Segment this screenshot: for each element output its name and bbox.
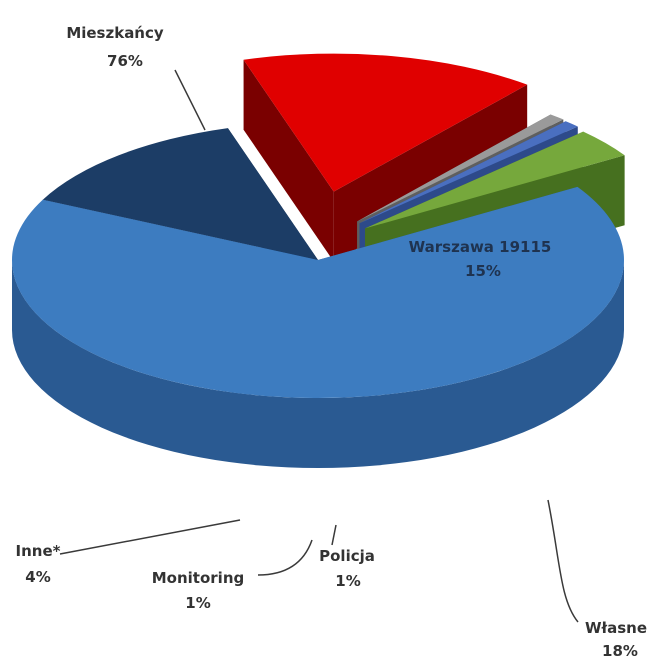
label-mieszkancy-value: 76% [107,52,143,70]
label-warszawa-value: 15% [465,262,501,280]
label-monitoring-name: Monitoring [152,569,244,587]
leader-line-inne [59,519,241,555]
label-policja-name: Policja [319,547,375,565]
label-inne-value: 4% [25,568,50,586]
label-mieszkancy-name: Mieszkańcy [66,24,164,42]
slice-wlasne-top [243,53,528,192]
label-policja-value: 1% [335,572,360,590]
leader-line-monitoring [257,539,313,576]
slice-monitoring-top [359,121,578,224]
slices-layer [12,53,625,468]
slice-warszawa-19115-top [42,128,319,260]
slice-inne-top [365,131,625,229]
slice-policja-top [357,114,564,222]
label-wlasne-value: 18% [602,642,638,659]
slice-mieszkancy-top [12,186,625,398]
label-monitoring-value: 1% [185,594,210,612]
slice-wlasne-wall-0 [243,59,334,262]
slice-mieszkancy [12,186,625,468]
slice-mieszkancy-rim-0 [12,260,624,468]
leader-line-mieszkancy [174,69,206,131]
label-wlasne-name: Własne [585,619,647,637]
leader-line-policja [331,524,337,546]
label-warszawa-name: Warszawa 19115 [409,238,552,256]
label-inne-name: Inne* [16,542,61,560]
leader-line-wlasne [547,499,579,623]
